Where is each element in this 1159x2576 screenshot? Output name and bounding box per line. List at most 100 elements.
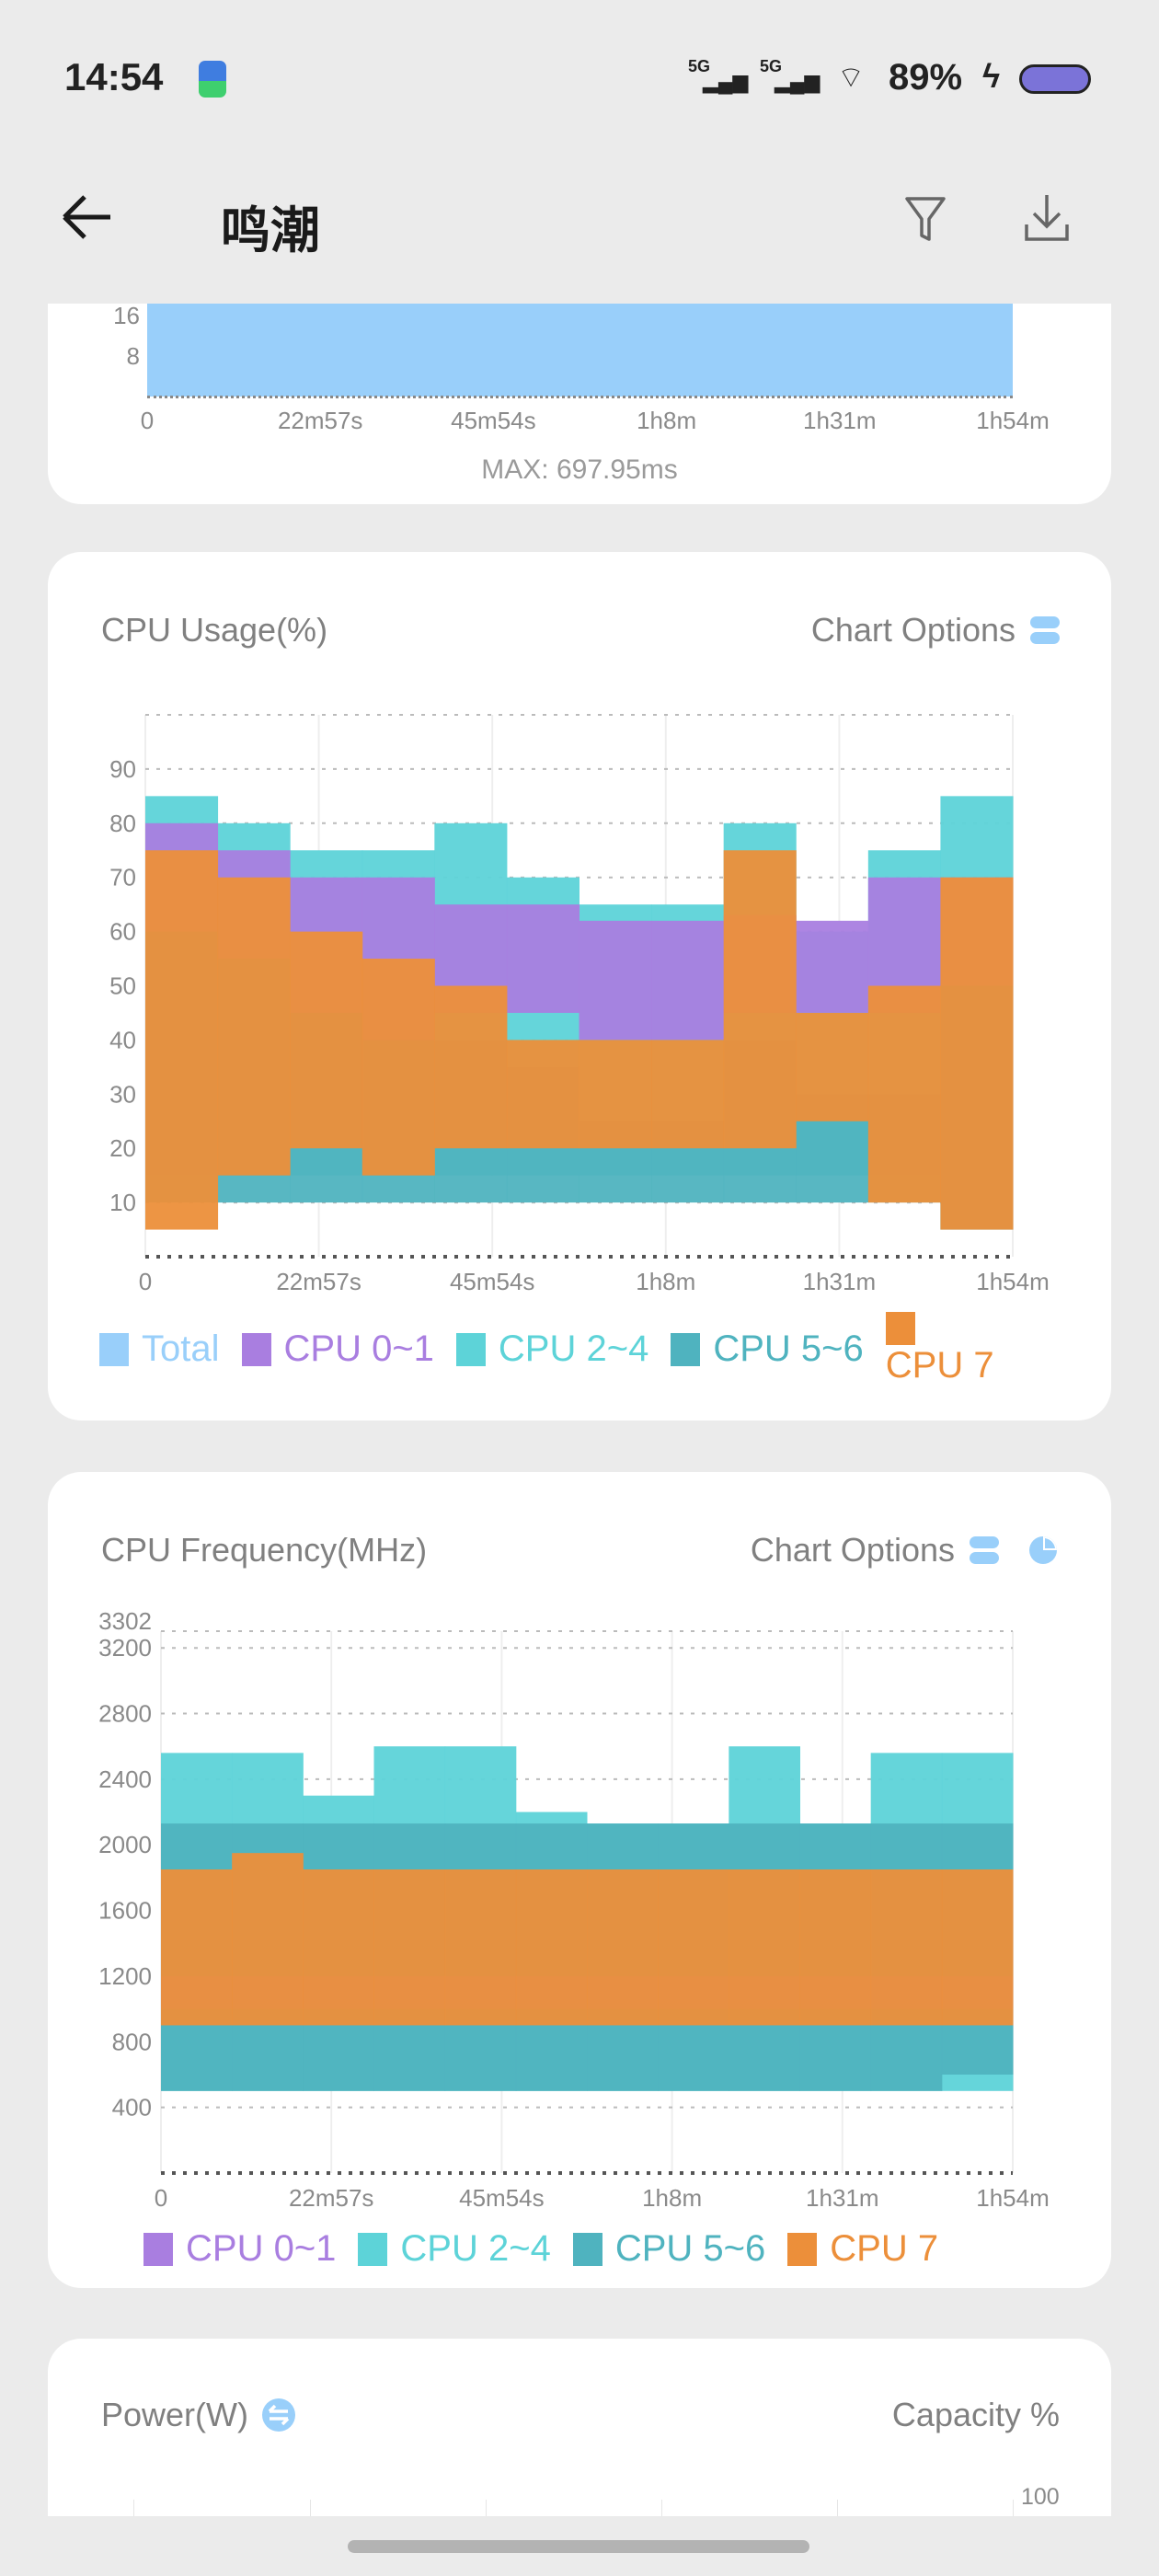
series-segment (870, 1869, 943, 2026)
download-button[interactable] (1023, 191, 1071, 245)
y-tick-label: 40 (109, 1026, 136, 1053)
y-tick-label: 50 (109, 972, 136, 1000)
legend-label: CPU 7 (885, 1345, 994, 1386)
back-arrow-icon (63, 195, 110, 239)
y-tick-label: 3200 (98, 1634, 152, 1662)
series-segment (579, 1040, 652, 1149)
legend-label: CPU 0~1 (283, 1328, 434, 1369)
series-segment (506, 904, 580, 1013)
cpu-usage-chart-options-button[interactable]: Chart Options (811, 611, 1060, 650)
y-tick-label: 80 (109, 810, 136, 837)
status-time: 14:54 (64, 55, 164, 98)
x-tick: 1h54m (976, 407, 1050, 434)
swap-icon[interactable] (261, 2398, 296, 2432)
legend-label: Total (142, 1328, 220, 1369)
page-title: 鸣潮 (221, 203, 320, 259)
legend-item-cpu01[interactable]: CPU 0~1 (143, 2228, 336, 2270)
grid-line (1013, 2500, 1014, 2516)
download-icon (1025, 195, 1069, 241)
y-tick-label: 1200 (98, 1962, 152, 1990)
cpu-usage-chart: 0 22m57s 45m54s 1h8m 1h31m 1h54m 10 20 30 40 50 60 7… (109, 714, 1050, 1295)
back-button[interactable] (55, 184, 120, 248)
series-segment (587, 1869, 659, 2026)
x-tick-label: 45m54s (450, 1268, 535, 1295)
x-tick-label: 1h31m (806, 2184, 879, 2212)
home-indicator[interactable] (348, 2540, 809, 2553)
x-tick-label: 1h31m (803, 1268, 877, 1295)
legend-label: CPU 2~4 (498, 1328, 649, 1369)
chart-options-icon (970, 1535, 999, 1566)
status-bar: 14:54 5G ▂▄▆ 5G ▂▄▆ ⌔ 89% ϟ (0, 0, 1159, 156)
x-tick-label: 1h8m (642, 2184, 702, 2212)
legend-item-cpu56[interactable]: CPU 5~6 (572, 2228, 766, 2270)
series-segment (373, 1869, 446, 2026)
cpu-frequency-title: CPU Frequency(MHz) (101, 1531, 428, 1569)
legend-item-cpu7[interactable]: CPU 7 (787, 2228, 938, 2270)
y-tick-label: 2800 (98, 1700, 152, 1728)
chart-options-icon (1030, 615, 1060, 646)
y-tick: 16 (113, 302, 140, 329)
power-title: Power(W) (101, 2396, 248, 2433)
x-tick: 1h8m (637, 407, 697, 434)
series-cpu-7 (161, 1853, 1014, 2026)
y-tick-label: 60 (109, 918, 136, 946)
x-tick-label: 45m54s (459, 2184, 545, 2212)
series-segment (729, 1869, 800, 2026)
legend-label: CPU 5~6 (614, 2228, 766, 2269)
x-tick: 22m57s (277, 407, 363, 434)
series-segment (145, 850, 219, 1230)
cpu-frequency-chart-options-button[interactable]: Chart Options (751, 1531, 1060, 1570)
filter-icon (905, 197, 946, 241)
network-5g-label-1: 5G (688, 57, 711, 75)
charging-icon: ϟ (982, 57, 1001, 95)
legend-label: CPU 2~4 (400, 2228, 551, 2269)
series-segment (867, 985, 941, 1203)
power-header: Power(W) (101, 2396, 296, 2434)
x-tick-label: 22m57s (289, 2184, 374, 2212)
x-tick-label: 22m57s (276, 1268, 361, 1295)
filter-button[interactable] (903, 193, 949, 245)
x-tick: 45m54s (451, 407, 536, 434)
series-segment (579, 920, 652, 1041)
cpu-frequency-legend: CPU 0~1 CPU 2~4 CPU 5~6 CPU 7 (143, 2228, 960, 2270)
legend-label: CPU 5~6 (713, 1328, 864, 1369)
x-tick-label: 0 (139, 1268, 152, 1295)
cpu-frequency-chart: 0 22m57s 45m54s 1h8m 1h31m 1h54m 400 800 1200 160… (98, 1607, 1050, 2212)
legend-item-total[interactable]: Total (99, 1328, 220, 1370)
x-tick-label: 1h54m (976, 1268, 1050, 1295)
series-segment (161, 1869, 233, 2026)
signal-icon-1: ▂▄▆ (703, 70, 749, 93)
power-card: Power(W) Capacity % 100 (48, 2339, 1111, 2516)
series-segment (651, 1040, 725, 1149)
y-tick-label: 10 (109, 1189, 136, 1216)
series-segment (444, 1869, 517, 2026)
chart-options-label: Chart Options (750, 1531, 955, 1569)
y-tick-label: 90 (109, 755, 136, 783)
cpu-usage-title: CPU Usage(%) (101, 611, 328, 649)
legend-label: CPU 7 (830, 2228, 939, 2269)
legend-item-cpu7[interactable]: CPU 7 (885, 1312, 1037, 1386)
y-tick-label: 800 (112, 2028, 152, 2055)
series-segment (361, 959, 435, 1176)
legend-item-cpu24[interactable]: CPU 2~4 (455, 1328, 649, 1370)
app-notification-icon (199, 61, 226, 98)
grid-line (837, 2500, 838, 2516)
y-tick-label: 30 (109, 1080, 136, 1108)
network-5g-label-2: 5G (760, 57, 783, 75)
series-segment (658, 1869, 729, 2026)
pie-chart-icon[interactable] (1027, 1534, 1060, 1567)
grid-line (133, 2500, 134, 2516)
legend-item-cpu01[interactable]: CPU 0~1 (241, 1328, 434, 1370)
legend-item-cpu24[interactable]: CPU 2~4 (358, 2228, 551, 2270)
cpu-usage-legend: Total CPU 0~1 CPU 2~4 CPU 5~6 CPU 7 (99, 1312, 1074, 1386)
legend-item-cpu56[interactable]: CPU 5~6 (671, 1328, 864, 1370)
y-tick-label: 2400 (98, 1765, 152, 1793)
signal-icon-2: ▂▄▆ (775, 70, 820, 93)
y-tick-label: 3302 (98, 1607, 152, 1635)
x-tick-label: 1h8m (636, 1268, 695, 1295)
x-tick: 1h31m (803, 407, 877, 434)
series-segment (217, 877, 291, 1176)
y-tick-label: 400 (112, 2094, 152, 2122)
capacity-label: Capacity % (891, 2396, 1060, 2433)
frame-chart-area (147, 304, 1013, 397)
